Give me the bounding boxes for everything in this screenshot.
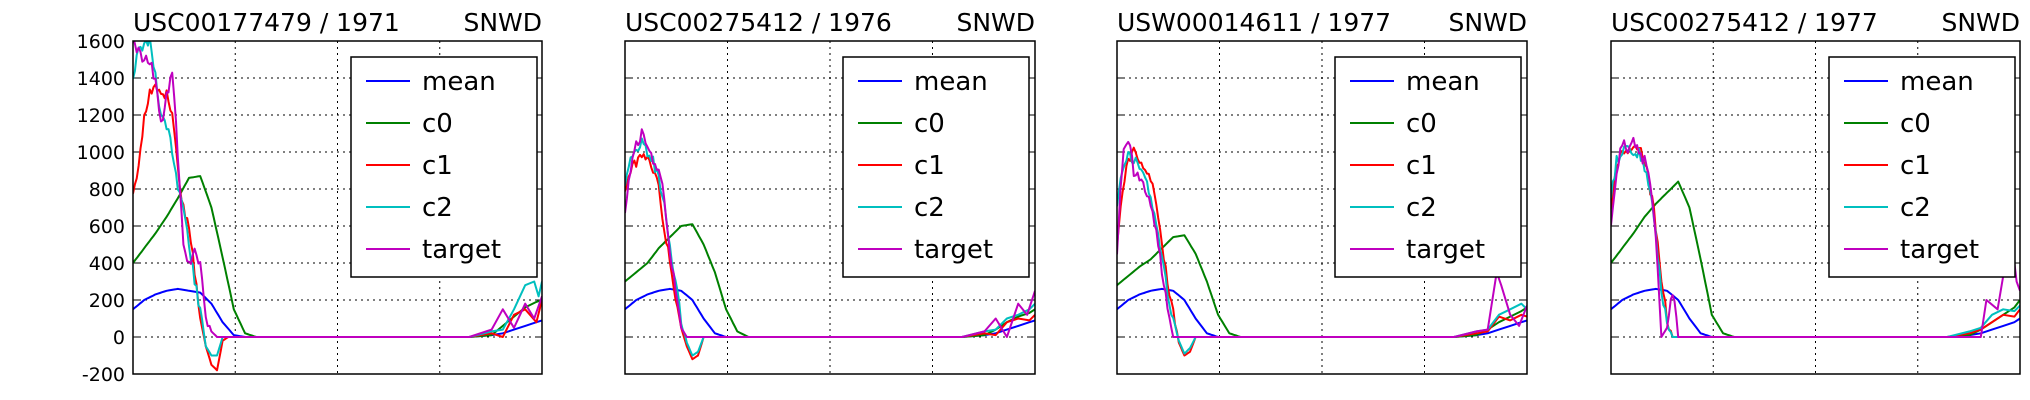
series-group [1117,140,1527,357]
chart-title: USC00177479 / 1971 [133,8,400,37]
legend-label-c1: c1 [422,151,453,181]
chart-panel-2: USC00275412 / 1976 SNWD mean c0 c1 c2 target [624,8,1036,375]
legend: mean c0 c1 c2 target [1334,56,1522,278]
series-group [133,41,542,372]
chart-variable-label: SNWD [1448,8,1527,37]
legend: mean c0 c1 c2 target [842,56,1030,278]
legend-box [1828,56,2016,278]
legend-label-c1: c1 [1406,151,1437,181]
legend-label-mean: mean [1900,67,1974,97]
chart-panel-4: USC00275412 / 1977 SNWD mean c0 c1 c2 target [1610,8,2021,375]
chart-title: USC00275412 / 1977 [1611,8,1878,37]
series-group [1611,136,2020,338]
y-tick-label: 600 [89,216,125,238]
legend: mean c0 c1 c2 target [350,56,538,278]
series-line-target [1117,140,1527,338]
legend-label-mean: mean [914,67,988,97]
series-line-c0 [1611,180,2020,338]
legend-label-target: target [422,235,501,265]
legend-label-c2: c2 [422,193,453,223]
chart-variable-label: SNWD [956,8,1035,37]
legend: mean c0 c1 c2 target [1828,56,2016,278]
legend-label-c1: c1 [1900,151,1931,181]
plot-frame [1116,40,1528,375]
legend-label-c0: c0 [422,109,453,139]
legend-label-c0: c0 [914,109,945,139]
legend-box [350,56,538,278]
y-tick-label: 200 [89,290,125,312]
plot-frame [132,40,543,375]
y-tick-label: 1400 [77,68,125,90]
series-line-target [1611,136,2020,338]
legend-label-c0: c0 [1406,109,1437,139]
chart-variable-label: SNWD [463,8,542,37]
plot-frame [1610,40,2021,375]
legend-label-target: target [1406,235,1485,265]
series-line-c0 [625,223,1035,338]
series-line-target [625,128,1035,338]
legend-label-target: target [914,235,993,265]
chart-panel-1: -200 0 200 400 600 800 1000 1200 1400 1600 USC0017… [77,8,543,386]
legend-box [1334,56,1522,278]
y-tick-label: 800 [89,179,125,201]
legend-label-c2: c2 [1406,193,1437,223]
chart-panel-3: USW00014611 / 1977 SNWD mean c0 c1 c2 target [1116,8,1528,375]
legend-label-mean: mean [1406,67,1480,97]
legend-label-c2: c2 [914,193,945,223]
y-tick-label: -200 [82,364,125,386]
legend-label-mean: mean [422,67,496,97]
legend-box [842,56,1030,278]
y-tick-label: 1000 [77,142,125,164]
series-group [625,128,1035,361]
series-line-target [133,41,542,338]
chart-variable-label: SNWD [1941,8,2020,37]
legend-label-target: target [1900,235,1979,265]
y-tick-label: 1200 [77,105,125,127]
plot-frame [624,40,1036,375]
legend-label-c1: c1 [914,151,945,181]
series-line-c0 [1117,234,1527,338]
y-tick-label: 400 [89,253,125,275]
legend-label-c0: c0 [1900,109,1931,139]
y-tick-label: 1600 [77,31,125,53]
chart-title: USW00014611 / 1977 [1117,8,1391,37]
chart-title: USC00275412 / 1976 [625,8,892,37]
y-tick-label: 0 [113,327,125,349]
legend-label-c2: c2 [1900,193,1931,223]
